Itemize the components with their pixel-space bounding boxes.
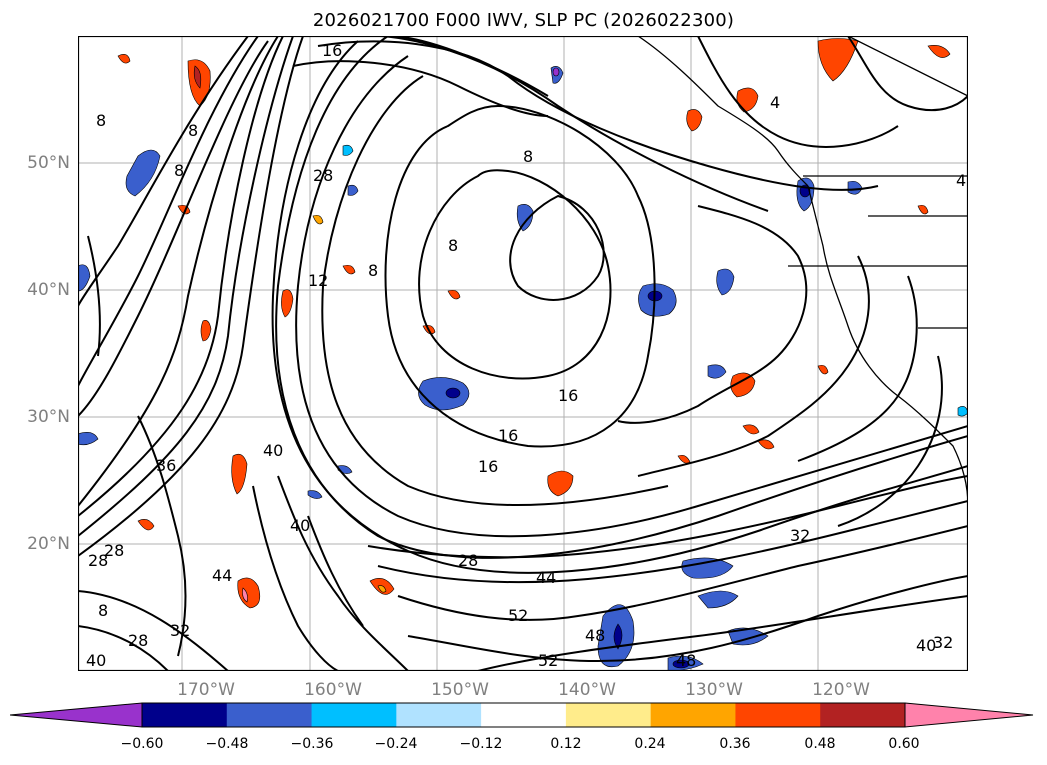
iwv-anomaly-fills — [78, 38, 968, 671]
contour-label: 8 — [188, 121, 198, 140]
contour-label: 40 — [263, 441, 283, 460]
contour-label: 32 — [933, 633, 953, 652]
contour-label: 28 — [313, 166, 333, 185]
colorbar-tick-label: 0.24 — [634, 736, 666, 752]
coastline — [637, 36, 968, 507]
lon-label-170w: 170°W — [177, 680, 235, 700]
colorbar-tick-label: 0.60 — [888, 736, 920, 752]
contour-label: 32 — [790, 526, 810, 545]
lon-label-150w: 150°W — [431, 680, 489, 700]
plot-title: 2026021700 F000 IWV, SLP PC (2026022300) — [312, 10, 735, 31]
contour-label: 16 — [322, 41, 342, 60]
colorbar-tick-label: −0.60 — [120, 736, 164, 752]
colorbar-extend-low — [10, 703, 142, 727]
contour-label: 4 — [956, 171, 966, 190]
contour-labels: 16 4 8 8 8 28 12 8 8 8 16 16 16 28 40 36… — [86, 41, 966, 670]
contour-label: 8 — [523, 147, 533, 166]
contour-label: 16 — [558, 386, 578, 405]
contour-label: 48 — [676, 651, 696, 670]
colorbar-segment — [142, 703, 228, 727]
colorbar-segment — [650, 703, 736, 727]
slp-contours — [78, 36, 968, 671]
colorbar-segment — [396, 703, 482, 727]
colorbar-segment — [735, 703, 821, 727]
colorbar-tick-label: −0.48 — [205, 736, 249, 752]
colorbar-segment — [481, 703, 567, 727]
contour-label: 8 — [174, 161, 184, 180]
contour-label: 32 — [170, 621, 190, 640]
colorbar-segment — [311, 703, 397, 727]
contour-label: 28 — [458, 551, 478, 570]
colorbar-extend-high — [905, 703, 1033, 727]
contour-label: 52 — [508, 606, 528, 625]
contour-label: 40 — [916, 636, 936, 655]
lat-label-20n: 20°N — [27, 534, 70, 554]
contour-label: 40 — [86, 651, 106, 670]
contour-label: 36 — [156, 456, 176, 475]
graticule — [78, 36, 968, 671]
lat-label-50n: 50°N — [27, 153, 70, 173]
colorbar-tick-label: −0.12 — [459, 736, 503, 752]
lon-label-140w: 140°W — [558, 680, 616, 700]
contour-label: 40 — [290, 516, 310, 535]
contour-label: 16 — [478, 457, 498, 476]
colorbar-tick-label: 0.48 — [804, 736, 836, 752]
contour-label: 44 — [536, 568, 556, 587]
contour-label: 28 — [128, 631, 148, 650]
lon-label-160w: 160°W — [304, 680, 362, 700]
colorbar-tick-label: −0.24 — [374, 736, 418, 752]
colorbar-segment — [565, 703, 652, 727]
contour-label: 28 — [104, 541, 124, 560]
colorbar-tick-label: −0.36 — [290, 736, 334, 752]
contour-label: 28 — [88, 551, 108, 570]
lat-label-30n: 30°N — [27, 407, 70, 427]
colorbar-segment — [226, 703, 313, 727]
contour-label: 8 — [96, 111, 106, 130]
contour-label: 48 — [585, 626, 605, 645]
contour-label: 12 — [308, 271, 328, 290]
contour-label: 16 — [498, 426, 518, 445]
colorbar-segment — [820, 703, 906, 727]
colorbar — [9, 702, 1037, 732]
lon-label-120w: 120°W — [812, 680, 870, 700]
contour-label: 44 — [212, 566, 232, 585]
contour-label: 8 — [98, 601, 108, 620]
contour-label: 4 — [770, 93, 780, 112]
lon-label-130w: 130°W — [685, 680, 743, 700]
contour-label: 8 — [368, 261, 378, 280]
colorbar-tick-label: 0.12 — [550, 736, 582, 752]
colorbar-tick-label: 0.36 — [719, 736, 751, 752]
contour-label: 52 — [538, 651, 558, 670]
lat-label-40n: 40°N — [27, 280, 70, 300]
contour-label: 8 — [448, 236, 458, 255]
map-panel[interactable]: 16 4 8 8 8 28 12 8 8 8 16 16 16 28 40 36… — [78, 36, 968, 671]
